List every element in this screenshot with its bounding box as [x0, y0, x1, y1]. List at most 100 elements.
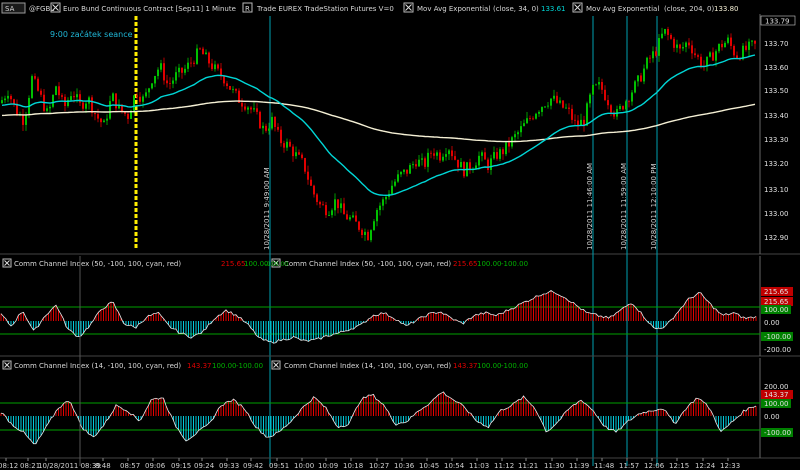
candle-body	[13, 99, 15, 104]
price-tick-1: 133.70	[764, 40, 789, 48]
cci50-close-glyph	[4, 260, 10, 266]
candle-body	[535, 113, 537, 119]
ema204-close-icon[interactable]	[572, 2, 583, 13]
candle-body	[646, 57, 648, 69]
cci50-close-icon-b[interactable]	[271, 258, 281, 268]
time-tick-label: 10/28/2011 08:39	[38, 462, 101, 470]
candle-body	[532, 118, 534, 120]
cci50-close-icon[interactable]	[2, 258, 12, 268]
candle-body	[202, 48, 204, 55]
cci14-close-glyph	[4, 362, 10, 368]
candle-body	[274, 116, 276, 127]
cci14-close-glyph-b	[273, 362, 279, 368]
candle-body	[199, 48, 201, 50]
candle-body	[319, 201, 321, 205]
candle-body	[220, 68, 222, 77]
candle-body	[217, 64, 219, 69]
candle-body	[586, 103, 588, 126]
cci14-histogram	[0, 391, 757, 444]
ema204-line	[1, 100, 756, 143]
cci50-pane[interactable]: Comm Channel Index (50, -100, 100, cyan,…	[0, 256, 800, 357]
price-tick-2: 133.60	[764, 64, 789, 72]
time-tick-label: 08:57	[120, 462, 140, 470]
candle-body	[382, 199, 384, 206]
candle-body	[169, 83, 171, 85]
candle-body	[730, 37, 732, 46]
candle-body	[448, 150, 450, 155]
time-tick-label: 08:12	[0, 462, 18, 470]
candle-body	[226, 83, 228, 87]
candle-body	[613, 112, 615, 117]
candle-body	[568, 107, 570, 109]
candle-body	[355, 215, 357, 222]
cci50-upper-badge	[761, 305, 791, 314]
candle-body	[352, 215, 354, 218]
candle-body	[1, 100, 3, 104]
candle-body	[721, 43, 723, 48]
candle-body	[58, 86, 60, 96]
time-tick-label: 10:00	[294, 462, 314, 470]
candle-body	[475, 165, 477, 169]
cci14-value-b: 143.37	[453, 362, 478, 370]
cci14-value-badge	[761, 390, 793, 399]
candle-body	[544, 106, 546, 108]
cci50-lower-badge	[761, 332, 793, 341]
cci14-pane[interactable]: Comm Channel Index (14, -100, 100, cyan,…	[0, 358, 800, 459]
candle-body	[184, 68, 186, 73]
cci50-close-glyph-b	[273, 260, 279, 266]
price-axis: 133.79 133.70 133.60 133.50 133.40 133.3…	[760, 15, 796, 242]
candle-body	[520, 126, 522, 133]
time-tick-label: 10:09	[318, 462, 338, 470]
candle-body	[499, 149, 501, 159]
candle-body	[109, 101, 111, 119]
candle-body	[310, 179, 312, 186]
candle-body	[751, 40, 753, 42]
trade-box[interactable]	[242, 2, 253, 13]
close-icon[interactable]	[50, 2, 61, 13]
symbol-box[interactable]	[1, 2, 26, 14]
candle-body	[4, 98, 6, 101]
price-pane[interactable]: 9:00 začátek seance 10/28/2011 9:49:00 A…	[0, 14, 800, 466]
candle-body	[376, 210, 378, 222]
candle-body	[682, 47, 684, 49]
time-tick-label: 10:27	[369, 462, 389, 470]
cci14-close-icon-b[interactable]	[271, 360, 281, 370]
price-tick-5: 133.30	[764, 136, 789, 144]
candle-body	[373, 221, 375, 231]
candle-body	[130, 110, 132, 119]
candle-body	[118, 104, 120, 109]
cci50-title-b: Comm Channel Index (50, -100, 100, cyan,…	[284, 260, 451, 268]
candle-body	[178, 67, 180, 73]
candle-body	[406, 169, 408, 174]
candle-body	[211, 63, 213, 70]
cci14-close-icon[interactable]	[2, 360, 12, 370]
candle-body	[142, 96, 144, 102]
cci14-upper: 100.00	[212, 362, 237, 370]
cci50-upper: 100.00	[244, 260, 269, 268]
contract-description: Euro Bund Continuous Contract [Sep11] 1 …	[63, 5, 236, 13]
cci50-lower-b: -100.00	[501, 260, 528, 268]
price-tick-4: 133.40	[764, 112, 789, 120]
cci50-value-badge-2	[761, 297, 793, 306]
candle-body	[526, 118, 528, 124]
cci14-zero-label: 0.00	[764, 413, 780, 421]
candle-body	[484, 152, 486, 160]
ema204-value: 133.80	[714, 5, 739, 13]
ema34-close-icon[interactable]	[403, 2, 414, 13]
candle-body	[292, 146, 294, 157]
time-tick-label: 8:48	[95, 462, 111, 470]
candle-body	[280, 129, 282, 144]
candle-body	[643, 68, 645, 82]
candle-body	[253, 108, 255, 110]
candle-body	[658, 38, 660, 56]
cci14-upper-badge	[761, 399, 791, 408]
time-tick-label: 11:48	[594, 462, 614, 470]
candle-body	[115, 93, 117, 109]
symbol-label: @FGBL	[29, 5, 54, 13]
candle-body	[694, 53, 696, 56]
time-tick-label: 09:24	[194, 462, 215, 470]
candle-body	[538, 111, 540, 114]
candle-body	[553, 95, 555, 99]
candle-body	[244, 106, 246, 110]
